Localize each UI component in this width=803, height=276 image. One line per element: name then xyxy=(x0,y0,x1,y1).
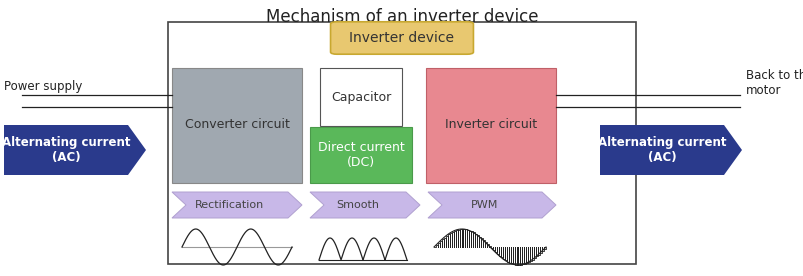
Polygon shape xyxy=(4,125,146,175)
Text: Smooth: Smooth xyxy=(336,200,379,210)
Text: Converter circuit: Converter circuit xyxy=(185,118,289,131)
Text: Inverter device: Inverter device xyxy=(349,31,454,45)
Text: Inverter circuit: Inverter circuit xyxy=(444,118,536,131)
Polygon shape xyxy=(599,125,741,175)
Text: Alternating current
(AC): Alternating current (AC) xyxy=(2,136,130,164)
Text: Power supply: Power supply xyxy=(4,80,82,93)
Text: Alternating current
(AC): Alternating current (AC) xyxy=(597,136,725,164)
Text: Back to the
motor: Back to the motor xyxy=(745,69,803,97)
Polygon shape xyxy=(427,192,556,218)
Polygon shape xyxy=(310,192,419,218)
FancyBboxPatch shape xyxy=(310,127,411,183)
FancyBboxPatch shape xyxy=(172,68,302,183)
FancyBboxPatch shape xyxy=(426,68,556,183)
Text: Capacitor: Capacitor xyxy=(331,91,390,104)
Text: PWM: PWM xyxy=(471,200,498,210)
FancyBboxPatch shape xyxy=(330,22,473,54)
Text: Direct current
(DC): Direct current (DC) xyxy=(317,141,404,169)
FancyBboxPatch shape xyxy=(168,22,635,264)
Text: Rectification: Rectification xyxy=(195,200,264,210)
Polygon shape xyxy=(172,192,302,218)
FancyBboxPatch shape xyxy=(320,68,402,126)
Text: Mechanism of an inverter device: Mechanism of an inverter device xyxy=(266,8,537,26)
